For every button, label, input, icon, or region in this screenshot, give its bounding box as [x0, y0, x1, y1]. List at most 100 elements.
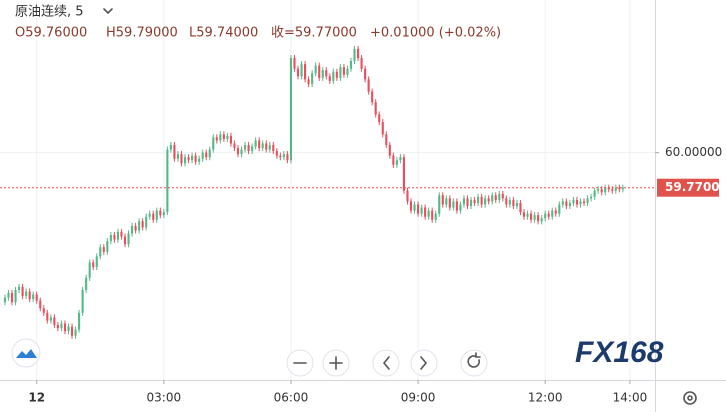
- candle-body: [74, 329, 77, 336]
- candle-body: [597, 189, 600, 191]
- candle-body: [307, 79, 310, 84]
- candle-body: [558, 204, 561, 214]
- candle-body: [191, 155, 194, 161]
- x-tick-label: 12: [28, 391, 45, 405]
- candle-body: [3, 297, 7, 303]
- candle-body: [240, 149, 243, 155]
- candle-body: [332, 71, 335, 81]
- candle-body: [530, 213, 533, 220]
- candle-body: [540, 218, 543, 222]
- candle-body: [374, 102, 377, 115]
- candle-body: [487, 198, 490, 202]
- plot-area: [0, 0, 655, 380]
- candle-body: [381, 122, 384, 135]
- candle-body: [183, 157, 187, 164]
- candle-body: [537, 215, 540, 222]
- candle-body: [53, 317, 56, 326]
- zoom-out-button[interactable]: [286, 349, 314, 377]
- candle-body: [452, 201, 455, 208]
- candle-body: [300, 64, 303, 77]
- candle-body: [18, 286, 21, 290]
- candle-body: [219, 134, 222, 141]
- candle-body: [32, 294, 35, 300]
- candle-body: [441, 195, 444, 205]
- candle-body: [127, 233, 130, 245]
- candle-body: [586, 198, 589, 203]
- candle-body: [438, 195, 441, 214]
- candle-body: [417, 204, 420, 214]
- candle-body: [25, 291, 28, 297]
- candle-body: [378, 114, 381, 123]
- candle-body: [296, 68, 300, 77]
- candle-body: [67, 326, 70, 332]
- scroll-right-button[interactable]: [410, 349, 438, 377]
- candle-body: [515, 202, 518, 207]
- candle-body: [533, 215, 536, 220]
- candle-body: [134, 225, 137, 231]
- candle-body: [109, 235, 112, 242]
- candle-body: [469, 199, 473, 207]
- candle-body: [92, 262, 95, 268]
- candle-body: [85, 277, 88, 290]
- candle-body: [328, 76, 331, 81]
- reset-button[interactable]: [460, 349, 488, 377]
- candle-body: [335, 71, 338, 78]
- x-tick-label: 06:00: [274, 391, 309, 405]
- candle-body: [7, 293, 10, 298]
- candle-body: [565, 201, 568, 207]
- candle-body: [604, 187, 607, 193]
- candle-body: [579, 201, 582, 205]
- candle-body: [88, 262, 91, 278]
- candle-body: [413, 204, 416, 211]
- candle-body: [431, 210, 434, 220]
- candle-body: [99, 247, 102, 257]
- candle-body: [187, 157, 190, 161]
- candle-body: [346, 68, 349, 75]
- symbol: 原油连续, 5: [15, 4, 84, 20]
- symbol-dropdown[interactable]: [103, 8, 113, 15]
- candle-body: [621, 187, 624, 190]
- watermark: FX168: [575, 336, 664, 369]
- candle-body: [572, 199, 575, 203]
- open-value: O59.76000: [15, 26, 87, 41]
- x-tick-label: 09:00: [401, 391, 436, 405]
- candle-body: [575, 199, 579, 205]
- candle-body: [526, 213, 529, 217]
- candle-body: [279, 155, 282, 158]
- candle-body: [607, 187, 610, 190]
- candle-body: [455, 201, 458, 211]
- zoom-in-button[interactable]: [322, 349, 350, 377]
- candle-body: [169, 144, 172, 150]
- candle-body: [173, 144, 176, 159]
- candle-body: [367, 79, 370, 92]
- settings-button[interactable]: [683, 391, 697, 405]
- candle-body: [304, 64, 307, 80]
- candle-body: [180, 154, 183, 164]
- candle-body: [229, 135, 232, 144]
- candle-body: [484, 198, 487, 205]
- candle-body: [212, 137, 215, 150]
- high-value: H59.79000: [106, 26, 178, 41]
- x-tick-label: 03:00: [147, 391, 182, 405]
- candle-body: [480, 196, 483, 205]
- candle-body: [473, 199, 476, 203]
- candle-body: [364, 68, 367, 80]
- candle-body: [258, 140, 261, 149]
- candle-body: [508, 199, 511, 205]
- cloud-button[interactable]: [11, 338, 41, 368]
- candle-body: [131, 225, 134, 234]
- x-tick-label: 14:00: [613, 391, 648, 405]
- scroll-left-button[interactable]: [372, 349, 400, 377]
- candle-body: [21, 286, 24, 297]
- candle-body: [49, 317, 52, 321]
- candle-body: [148, 213, 151, 217]
- candle-body: [286, 154, 289, 161]
- candle-body: [141, 221, 144, 228]
- candle-body: [226, 135, 229, 139]
- candle-body: [138, 221, 141, 231]
- candle-body: [261, 143, 264, 149]
- candle-body: [63, 323, 67, 332]
- candle-body: [95, 256, 98, 268]
- candle-body: [233, 143, 236, 149]
